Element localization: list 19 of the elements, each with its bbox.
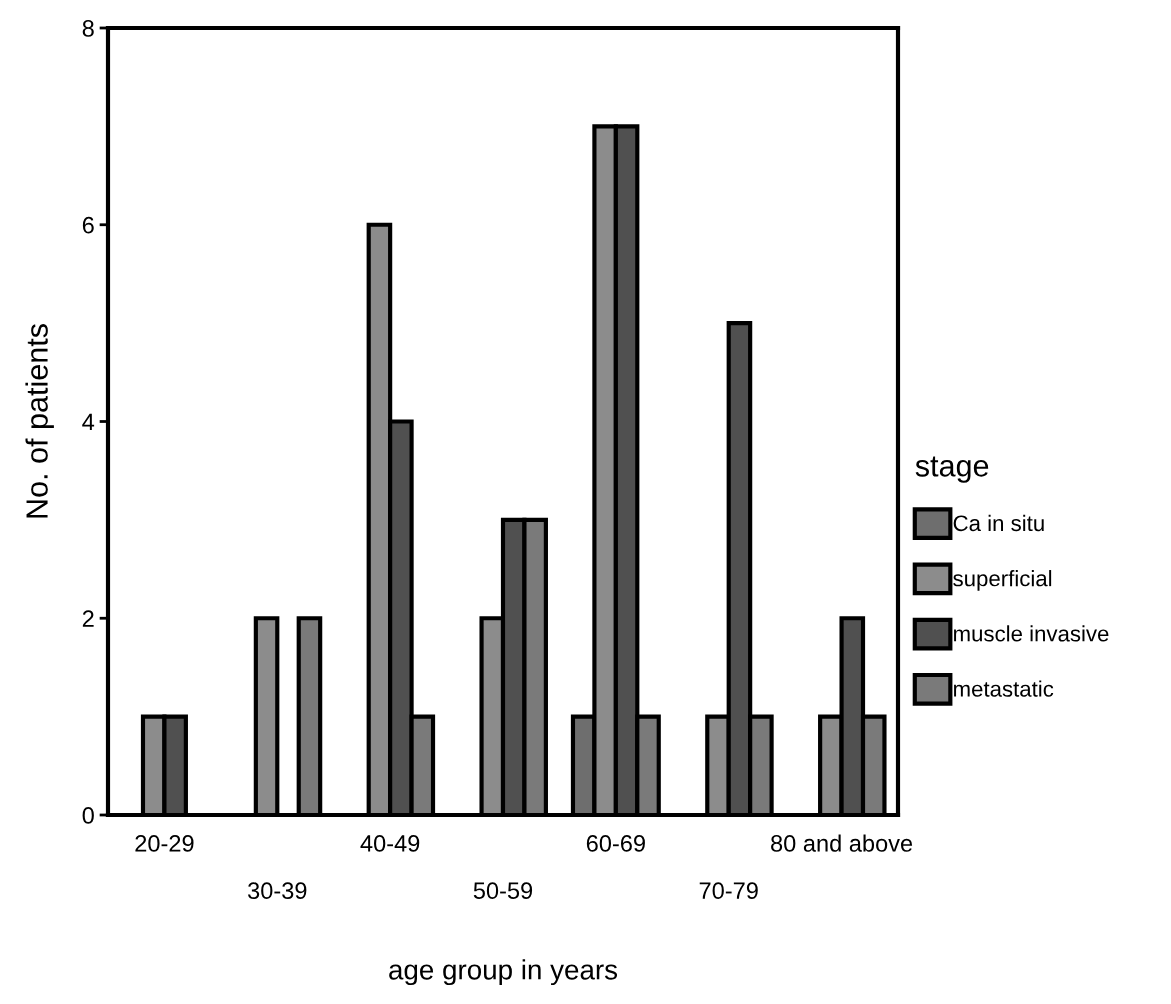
y-tick-label: 6	[82, 216, 94, 234]
legend-title: stage	[915, 456, 989, 483]
legend-label: Ca in situ	[953, 514, 1044, 532]
y-tick-label: 4	[82, 413, 95, 431]
x-tick-label: 50-59	[473, 882, 533, 900]
legend-label: superficial	[953, 570, 1052, 591]
x-tick-label: 60-69	[586, 835, 645, 852]
legend-label: metastatic	[954, 680, 1054, 697]
legend-label: muscle invasive	[954, 625, 1109, 642]
x-tick-label: 30-39	[248, 882, 307, 900]
y-axis-title: No. of patients	[25, 324, 54, 518]
x-tick-label: 70-79	[699, 882, 758, 900]
y-tick-label: 8	[82, 20, 94, 37]
x-tick-label: 40-49	[360, 835, 420, 852]
y-tick-label: 0	[82, 807, 94, 824]
x-tick-label: 80 and above	[771, 834, 913, 852]
x-axis-title: age group in years	[389, 959, 618, 986]
x-tick-label: 20-29	[135, 835, 194, 852]
y-tick-label: 2	[82, 610, 94, 627]
